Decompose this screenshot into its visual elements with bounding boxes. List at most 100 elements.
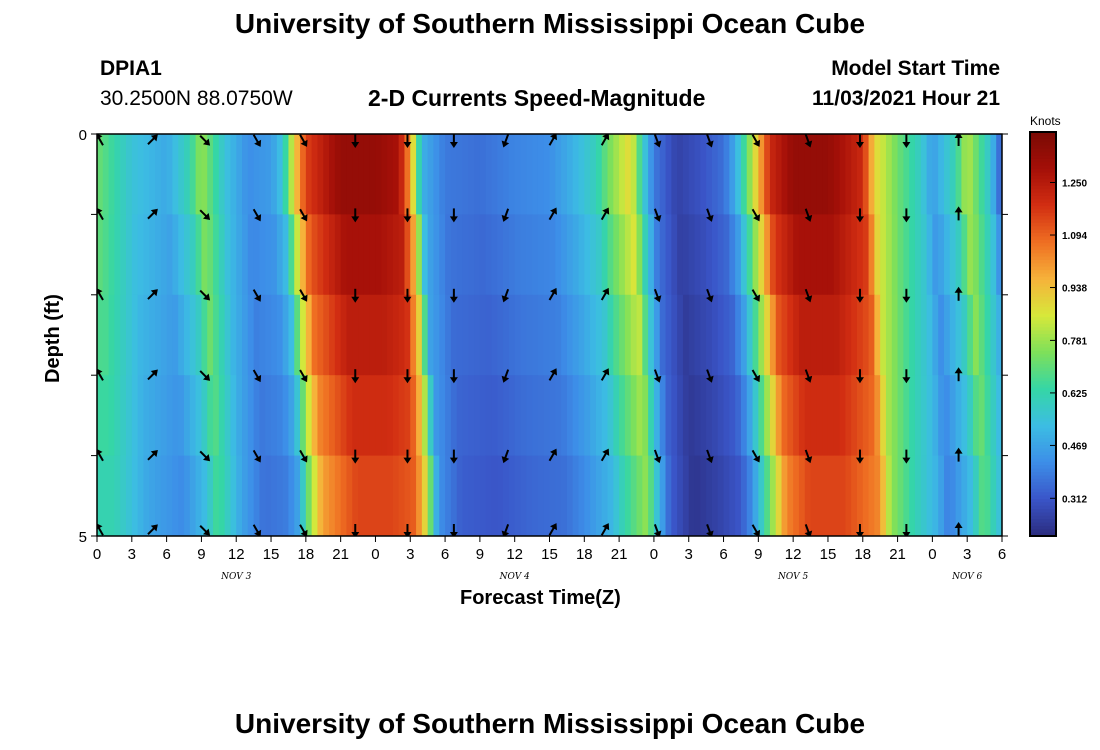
heatmap-cell — [532, 375, 539, 457]
x-tick-label: 15 — [541, 546, 558, 563]
heatmap-cell — [108, 294, 116, 376]
current-arrow — [449, 369, 458, 384]
heatmap-cell — [404, 375, 411, 457]
heatmap-cell — [839, 375, 846, 457]
heatmap-cell — [230, 375, 237, 457]
heatmap-cell — [149, 455, 156, 536]
heatmap-cell — [926, 455, 933, 536]
heatmap-cell — [996, 134, 1002, 215]
heatmap-cell — [271, 214, 278, 296]
heatmap-cell — [949, 134, 957, 215]
heatmap-cell — [456, 455, 464, 536]
heatmap-cell — [932, 134, 939, 215]
heatmap-cell — [352, 134, 359, 215]
current-arrow — [147, 369, 158, 381]
heatmap-cell — [474, 214, 481, 296]
current-arrow — [855, 208, 864, 223]
heatmap-cell — [160, 375, 168, 457]
heatmap-cell — [769, 214, 777, 296]
heatmap-cell — [723, 375, 730, 457]
colorbar-swatch — [1030, 219, 1056, 224]
heatmap-cell — [503, 134, 510, 215]
colorbar-swatch — [1030, 303, 1056, 308]
current-arrow — [252, 289, 262, 302]
current-arrow — [804, 369, 813, 383]
heatmap-cell — [474, 375, 481, 457]
heatmap-cell — [694, 294, 701, 376]
heatmap-cell — [885, 214, 893, 296]
current-arrow — [299, 524, 308, 536]
heatmap-cell — [926, 214, 933, 296]
current-arrow — [751, 289, 761, 302]
heatmap-cell — [903, 455, 910, 536]
heatmap-cell — [949, 455, 957, 536]
heatmap-cell — [578, 455, 585, 536]
heatmap-cell — [682, 294, 690, 376]
heatmap-cell — [595, 375, 603, 457]
heatmap-cell — [456, 134, 464, 215]
heatmap-cell — [236, 134, 243, 215]
heatmap-cell — [508, 214, 516, 296]
colorbar-swatch — [1030, 300, 1056, 305]
heatmap-cell — [305, 134, 313, 215]
heatmap-cell — [822, 375, 829, 457]
heatmap-cell — [149, 294, 156, 376]
heatmap-cell — [253, 214, 261, 296]
heatmap-cell — [450, 214, 458, 296]
heatmap-cell — [972, 134, 980, 215]
heatmap-cell — [381, 455, 388, 536]
heatmap-cell — [885, 375, 893, 457]
heatmap-cell — [566, 455, 574, 536]
heatmap-cell — [532, 294, 539, 376]
heatmap-cell — [601, 134, 609, 215]
heatmap-cell — [178, 455, 185, 536]
heatmap-cell — [607, 294, 614, 376]
heatmap-cell — [700, 455, 707, 536]
heatmap-cell — [207, 455, 214, 536]
heatmap-cell — [433, 214, 440, 296]
heatmap-cell — [352, 455, 359, 536]
heatmap-cells — [97, 134, 1002, 536]
current-arrow — [548, 523, 557, 536]
heatmap-cell — [787, 214, 794, 296]
heatmap-cell — [369, 134, 377, 215]
colorbar-swatch — [1030, 179, 1056, 184]
heatmap-cell — [369, 294, 377, 376]
heatmap-cell — [242, 455, 249, 536]
heatmap-cell — [532, 214, 539, 296]
heatmap-cell — [346, 294, 353, 376]
colorbar-swatch — [1030, 360, 1056, 365]
heatmap-cell — [346, 375, 353, 457]
heatmap-cell — [520, 134, 527, 215]
heatmap-cell — [276, 134, 284, 215]
station-id: DPIA1 — [100, 57, 162, 80]
heatmap-cell — [433, 294, 440, 376]
heatmap-cell — [317, 294, 324, 376]
current-arrow — [403, 208, 412, 223]
heatmap-cell — [566, 134, 574, 215]
heatmap-cell — [903, 375, 910, 457]
heatmap-cell — [856, 455, 864, 536]
heatmap-cell — [967, 214, 974, 296]
x-tick-label: 15 — [263, 546, 280, 563]
heatmap-cell — [833, 455, 841, 536]
heatmap-cell — [590, 294, 597, 376]
heatmap-cell — [868, 455, 875, 536]
heatmap-cell — [746, 214, 754, 296]
heatmap-cell — [503, 214, 510, 296]
heatmap-cell — [758, 375, 765, 457]
heatmap-cell — [450, 294, 458, 376]
heatmap-cell — [271, 134, 278, 215]
heatmap-cell — [787, 134, 794, 215]
heatmap-cell — [416, 455, 423, 536]
heatmap-cell — [967, 134, 974, 215]
heatmap-cell — [711, 294, 719, 376]
heatmap-cell — [195, 294, 203, 376]
heatmap-cell — [891, 294, 899, 376]
current-arrow — [751, 134, 761, 147]
heatmap-cell — [410, 455, 417, 536]
current-arrow — [855, 524, 864, 536]
heatmap-cell — [584, 214, 591, 296]
colorbar-swatch — [1030, 310, 1056, 315]
heatmap-cell — [711, 214, 719, 296]
